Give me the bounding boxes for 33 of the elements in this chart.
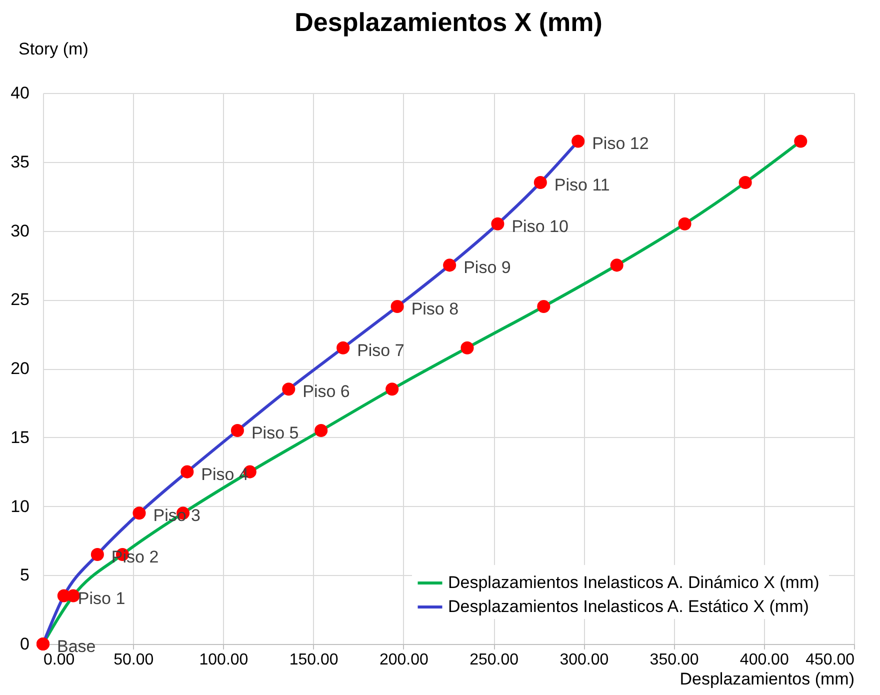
x-axis-title: Desplazamientos (mm) [680, 670, 854, 688]
x-tick-label: 250.00 [470, 652, 519, 668]
legend-label: Desplazamientos Inelasticos A. Estático X (mm) [448, 597, 809, 616]
x-tick-label: 100.00 [199, 652, 248, 668]
x-tick-label: 300.00 [560, 652, 609, 668]
y-axis-title: Story (m) [18, 40, 88, 58]
annotation: Piso 1 [78, 588, 126, 608]
x-tick-label: 200.00 [379, 652, 429, 668]
y-tick-label: 5 [20, 566, 30, 585]
y-tick-label: 25 [10, 290, 30, 310]
annotation: Piso 8 [411, 300, 459, 319]
annotation: Piso 6 [302, 382, 350, 402]
annotation: Piso 11 [554, 176, 610, 195]
chart-title: Desplazamientos X (mm) [294, 7, 602, 37]
x-tick-label: 150.00 [289, 652, 338, 668]
y-tick-label: 30 [10, 221, 30, 240]
annotation: Piso 12 [592, 134, 649, 154]
y-tick-label: 15 [10, 428, 30, 447]
legend-label: Desplazamientos Inelasticos A. Dinámico X (mm) [448, 573, 820, 592]
y-tick-label: 20 [10, 359, 30, 378]
y-tick-label: 40 [10, 84, 30, 102]
x-tick-label: 50.00 [114, 652, 154, 668]
annotation: Piso 5 [251, 423, 299, 442]
x-tick-label: 350.00 [650, 652, 699, 668]
annotation: Piso 4 [201, 464, 248, 484]
annotation: Piso 7 [357, 340, 404, 360]
x-tick-label: 400.00 [740, 652, 789, 668]
y-tick-label: 0 [20, 634, 30, 654]
annotation: Piso 9 [464, 258, 511, 278]
x-tick-label: 450.00 [806, 652, 855, 668]
y-tick-label: 10 [10, 496, 30, 516]
annotation: Piso 10 [512, 216, 568, 236]
y-tick-label: 35 [10, 152, 30, 172]
